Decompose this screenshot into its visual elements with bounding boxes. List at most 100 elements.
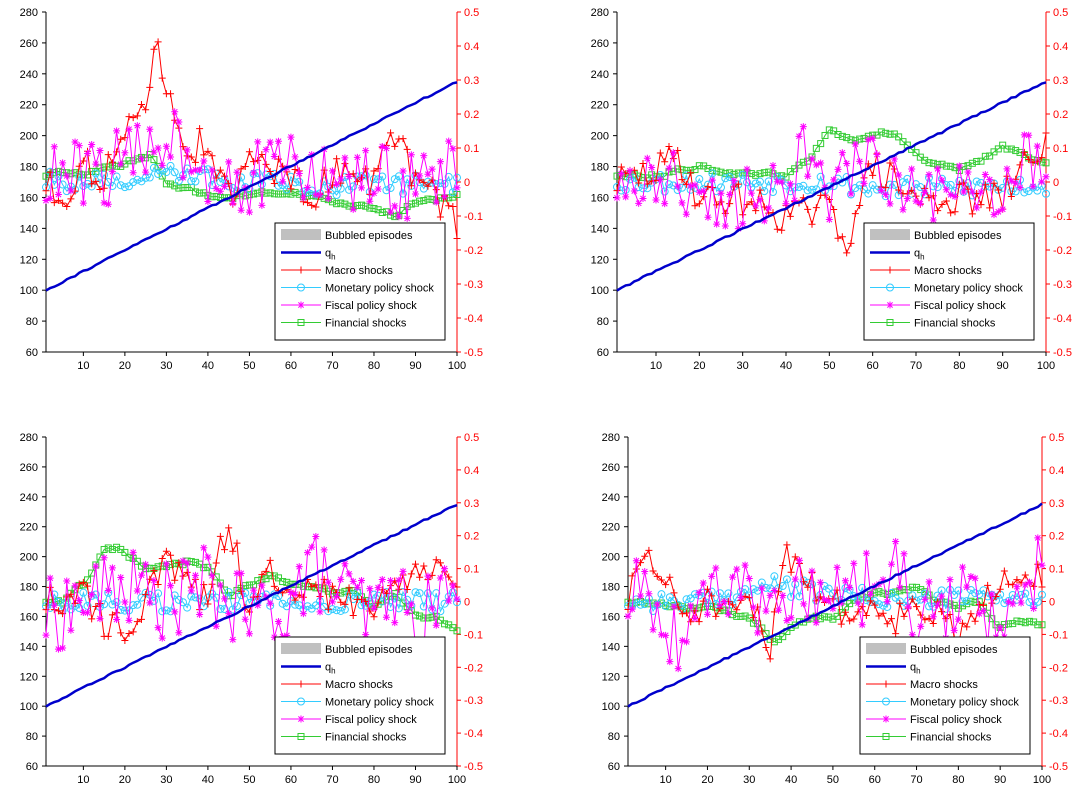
monetary-point [444, 172, 453, 181]
financial-point [942, 162, 950, 170]
fiscal-point [652, 196, 660, 204]
fiscal-point [370, 189, 378, 197]
macro-point [934, 207, 942, 215]
fiscal-point [96, 615, 104, 623]
macro-point [142, 106, 150, 114]
monetary-point [170, 591, 179, 600]
fiscal-point [71, 138, 79, 146]
fiscal-point [938, 176, 946, 184]
fiscal-point [403, 609, 411, 617]
fiscal-point [316, 608, 324, 616]
monetary-point [295, 177, 304, 186]
legend-label-monetary: Monetary policy shock [325, 697, 434, 709]
financial-point [825, 613, 833, 621]
x-tick-label: 20 [693, 360, 705, 372]
fiscal-point [162, 142, 170, 150]
fiscal-point [196, 166, 204, 174]
fiscal-point [333, 592, 341, 600]
monetary-point [224, 588, 233, 597]
financial-point [929, 159, 937, 167]
macro-point [779, 561, 787, 569]
macro-point [270, 582, 278, 590]
macro-point [117, 629, 125, 637]
monetary-point [399, 587, 408, 596]
legend-label-fiscal: Fiscal policy shock [914, 300, 1006, 312]
x-tick-label: 10 [660, 774, 672, 786]
financial-point [645, 600, 653, 608]
fiscal-point [250, 169, 258, 177]
macro-point [204, 147, 212, 155]
macro-point [929, 619, 937, 627]
financial-point [345, 202, 353, 210]
financial-point [158, 172, 166, 180]
x-tick-label: 60 [869, 774, 881, 786]
financial-point [416, 612, 424, 620]
financial-point [283, 190, 291, 198]
right-tick-label: 0.2 [464, 531, 479, 543]
monetary-point [390, 594, 399, 603]
macro-point [204, 600, 212, 608]
monetary-point [282, 602, 291, 611]
fiscal-point [929, 613, 937, 621]
fiscal-point [1042, 173, 1050, 181]
financial-point [146, 564, 154, 572]
financial-point [266, 572, 274, 580]
fiscal-point [92, 160, 100, 168]
macro-point [977, 201, 985, 209]
monetary-point [743, 178, 751, 187]
macro-point [345, 584, 353, 592]
monetary-point [1017, 590, 1026, 599]
financial-point [424, 614, 432, 622]
fiscal-point [921, 188, 929, 196]
macro-point [387, 129, 395, 137]
legend: Bubbled episodes qh Macro shocks Monetary p… [274, 222, 446, 341]
fiscal-point [113, 127, 121, 135]
fiscal-point [804, 172, 812, 180]
fiscal-point [770, 587, 778, 595]
fiscal-point [873, 150, 881, 158]
fiscal-point [270, 152, 278, 160]
fiscal-point [1030, 604, 1038, 612]
fiscal-point [129, 548, 137, 556]
fiscal-point [895, 171, 903, 179]
fiscal-point [387, 577, 395, 585]
left-tick-label: 260 [20, 38, 38, 50]
macro-point [374, 599, 382, 607]
monetary-point [374, 175, 383, 184]
fiscal-point [46, 194, 54, 202]
fiscal-point [833, 563, 841, 571]
macro-point [445, 573, 453, 581]
macro-point [908, 186, 916, 194]
macro-point [733, 606, 741, 614]
fiscal-point [245, 630, 253, 638]
macro-line [45, 40, 458, 239]
financial-point [208, 193, 216, 201]
left-tick-label: 200 [20, 131, 38, 143]
fiscal-line [45, 536, 458, 669]
x-tick-label: 70 [326, 774, 338, 786]
fiscal-point [648, 163, 656, 171]
fiscal-point [262, 593, 270, 601]
macro-point [882, 184, 890, 192]
financial-point [428, 195, 436, 203]
legend-label-qh: qh [325, 662, 336, 676]
fiscal-point [850, 559, 858, 567]
monetary-point [971, 589, 980, 598]
macro-point [50, 199, 58, 207]
fiscal-point [287, 589, 295, 597]
fiscal-point [967, 572, 975, 580]
monetary-point [903, 174, 912, 183]
macro-point [420, 562, 428, 570]
left-tick-label: 280 [20, 7, 38, 19]
right-tick-label: 0.1 [464, 143, 479, 155]
fiscal-point [221, 182, 229, 190]
legend-label-qh: qh [914, 248, 925, 262]
fiscal-point [96, 147, 104, 155]
macro-point [233, 539, 241, 547]
fiscal-point [204, 198, 212, 206]
macro-point [947, 209, 955, 217]
legend-label-macro: Macro shocks [914, 265, 982, 277]
monetary-point [862, 596, 871, 605]
fiscal-point [904, 603, 912, 611]
fiscal-point [42, 631, 50, 639]
